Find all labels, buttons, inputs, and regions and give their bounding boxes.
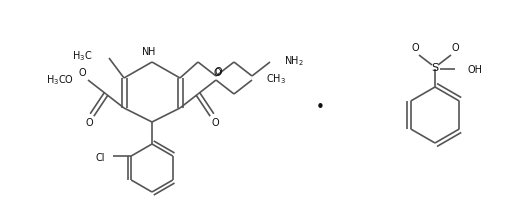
Text: H$_3$CO: H$_3$CO (46, 73, 74, 87)
Text: OH: OH (467, 65, 482, 75)
Text: H$_3$C: H$_3$C (72, 49, 92, 63)
Text: O: O (451, 43, 459, 53)
Text: NH$_2$: NH$_2$ (284, 54, 304, 68)
Text: Cl: Cl (96, 153, 105, 163)
Text: H: H (148, 47, 156, 57)
Text: O: O (213, 68, 221, 78)
Text: S: S (432, 63, 438, 73)
Text: O: O (214, 67, 222, 77)
Text: •: • (316, 101, 324, 115)
Text: CH$_3$: CH$_3$ (266, 72, 286, 86)
Text: O: O (78, 68, 86, 78)
Text: O: O (85, 118, 93, 128)
Text: O: O (411, 43, 419, 53)
Text: O: O (211, 118, 219, 128)
Text: N: N (142, 47, 150, 57)
